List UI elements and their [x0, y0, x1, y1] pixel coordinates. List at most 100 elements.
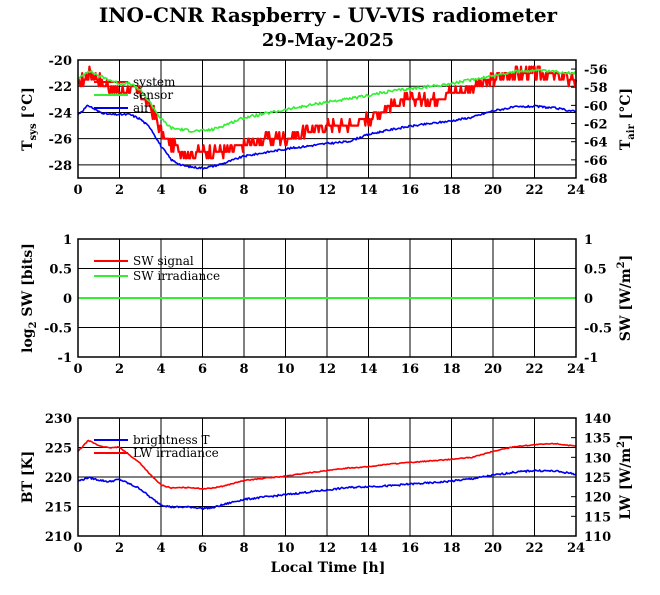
plot-frame: [77, 59, 577, 179]
x-tick-label: 20: [484, 362, 502, 377]
x-tick-label: 16: [401, 183, 419, 198]
x-tick-label: 0: [73, 362, 82, 377]
y-left-tick-label: -20: [49, 54, 73, 69]
y-left-tick-label: 220: [45, 471, 72, 486]
chart-subtitle: 29-May-2025: [262, 30, 394, 51]
y-right-tick-label: 125: [584, 471, 611, 486]
plot-frame: [77, 417, 577, 537]
x-tick-label: 4: [156, 183, 165, 198]
x-tick-label: 16: [401, 541, 419, 556]
y-right-tick-label: -62: [584, 118, 608, 133]
chart-title: INO-CNR Raspberry - UV-VIS radiometer: [99, 3, 558, 27]
y-right-tick-label: -56: [584, 63, 608, 78]
y-right-tick-label: 135: [584, 432, 611, 447]
series-line-system: [77, 65, 578, 160]
y-right-tick-label: 110: [584, 530, 611, 545]
y-right-tick-label: 130: [584, 451, 611, 466]
y-right-tick-label: -64: [584, 136, 608, 151]
y-left-tick-label: -0.5: [44, 322, 72, 337]
series-line-sensor: [77, 68, 577, 133]
x-tick-label: 12: [318, 541, 336, 556]
x-tick-label: 22: [525, 541, 543, 556]
x-tick-label: 6: [198, 183, 207, 198]
y-right-axis-label: SW [W/m2]: [616, 255, 634, 342]
x-tick-label: 14: [359, 183, 377, 198]
x-tick-label: 6: [198, 362, 207, 377]
y-left-axis-label: Tsys [°C]: [20, 87, 39, 151]
series-line-air: [77, 104, 577, 170]
x-tick-label: 18: [442, 541, 460, 556]
x-tick-label: 10: [276, 541, 294, 556]
x-tick-label: 0: [73, 541, 82, 556]
y-right-tick-label: -60: [584, 99, 608, 114]
legend-label: sensor: [133, 88, 173, 102]
x-tick-label: 10: [276, 362, 294, 377]
x-tick-label: 16: [401, 362, 419, 377]
legend-label: brightness T: [133, 433, 209, 447]
x-tick-label: 12: [318, 183, 336, 198]
x-tick-label: 12: [318, 362, 336, 377]
x-tick-label: 14: [359, 541, 377, 556]
y-right-tick-label: 120: [584, 491, 611, 506]
y-right-tick-label: 0: [584, 292, 593, 307]
y-left-axis-label: BT [K]: [20, 451, 36, 504]
y-right-axis-label: Tair [°C]: [618, 88, 637, 150]
x-tick-label: 24: [567, 183, 585, 198]
y-right-tick-label: -0.5: [584, 322, 612, 337]
x-axis-label: Local Time [h]: [271, 560, 386, 576]
y-left-tick-label: -28: [49, 159, 73, 174]
y-left-axis-label: log2 SW [bits]: [20, 243, 39, 353]
y-right-tick-label: 115: [584, 510, 611, 525]
x-tick-label: 20: [484, 541, 502, 556]
x-tick-label: 4: [156, 362, 165, 377]
legend-label: SW irradiance: [133, 269, 220, 283]
plot-frame: [77, 238, 577, 358]
y-left-tick-label: 1: [63, 233, 72, 248]
y-right-tick-label: -1: [584, 351, 598, 366]
x-tick-label: 20: [484, 183, 502, 198]
x-tick-label: 8: [239, 183, 248, 198]
y-left-tick-label: -22: [49, 80, 73, 95]
panel-shortwave: 0 2 4 6 8 10 12 14 16 18 20 22 2410.50-0.5-110.50-0.…: [20, 233, 634, 377]
x-tick-label: 22: [525, 183, 543, 198]
x-tick-label: 2: [115, 541, 124, 556]
legend-label: air: [133, 101, 150, 115]
y-left-tick-label: 0: [63, 292, 72, 307]
y-right-tick-label: -58: [584, 81, 608, 96]
y-right-tick-label: -68: [584, 172, 608, 187]
x-tick-label: 8: [239, 541, 248, 556]
x-tick-label: 22: [525, 362, 543, 377]
x-tick-label: 18: [442, 183, 460, 198]
x-tick-label: 6: [198, 541, 207, 556]
legend-label: SW signal: [133, 254, 194, 268]
y-right-tick-label: -66: [584, 154, 608, 169]
x-tick-label: 4: [156, 541, 165, 556]
x-tick-label: 24: [567, 362, 585, 377]
panel-longwave: 0 2 4 6 8 10 12 14 16 18 20 22 242302252202152101401…: [20, 412, 634, 556]
series-line-LW-irradiance: [77, 439, 577, 490]
x-tick-label: 14: [359, 362, 377, 377]
legend-label: system: [133, 75, 176, 89]
y-left-tick-label: -26: [49, 133, 73, 148]
y-right-tick-label: 140: [584, 412, 611, 427]
x-tick-label: 24: [567, 541, 585, 556]
y-left-tick-label: 230: [45, 412, 72, 427]
y-right-axis-label: LW [W/m2]: [616, 434, 634, 519]
x-tick-label: 18: [442, 362, 460, 377]
y-right-tick-label: 0.5: [584, 263, 607, 278]
y-left-tick-label: 215: [45, 501, 72, 516]
legend-label: LW irradiance: [133, 446, 219, 460]
x-tick-label: 2: [115, 183, 124, 198]
y-left-tick-label: -24: [49, 106, 73, 121]
x-tick-label: 10: [276, 183, 294, 198]
y-right-tick-label: 1: [584, 233, 593, 248]
x-tick-label: 8: [239, 362, 248, 377]
y-left-tick-label: 0.5: [49, 263, 72, 278]
panel-temperatures: 0 2 4 6 8 10 12 14 16 18 20 22 24-20-22-24-26-28-56-…: [20, 54, 637, 198]
y-left-tick-label: 225: [45, 442, 72, 457]
y-left-tick-label: -1: [58, 351, 72, 366]
x-tick-label: 0: [73, 183, 82, 198]
series-line-brightness-T: [77, 469, 577, 510]
y-left-tick-label: 210: [45, 530, 72, 545]
